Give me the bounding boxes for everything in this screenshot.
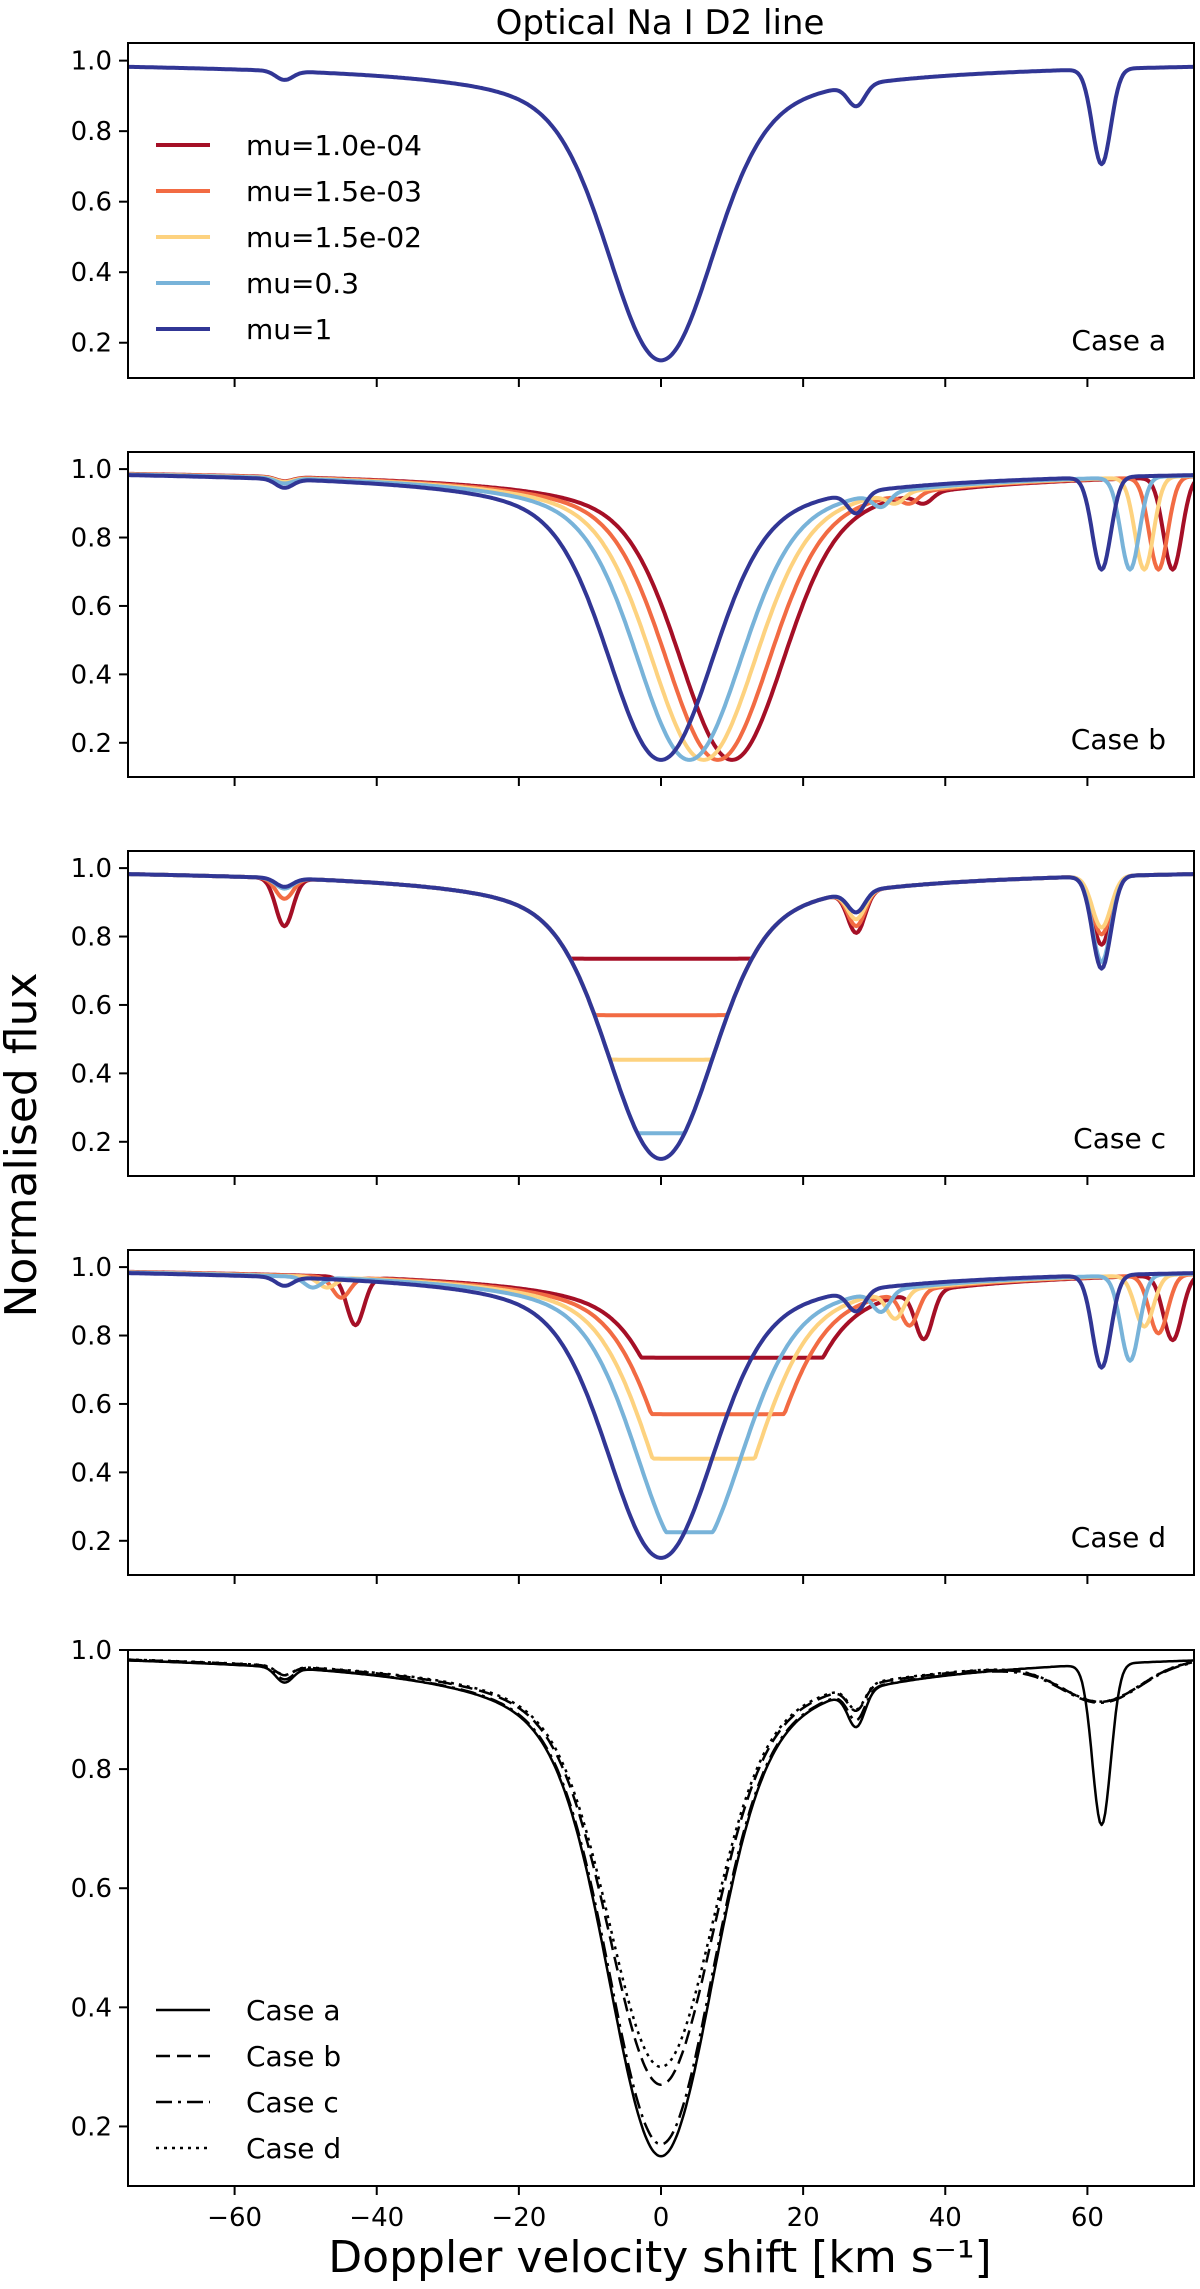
y-tick-label: 0.6 <box>71 1874 112 1904</box>
x-tick-label: 40 <box>929 2203 962 2233</box>
y-tick-label: 0.4 <box>71 1059 112 1089</box>
y-tick-label: 1.0 <box>71 1253 112 1283</box>
y-tick-label: 0.6 <box>71 188 112 218</box>
legend-label: mu=1.0e-04 <box>246 129 422 162</box>
x-tick-label: 0 <box>653 2203 670 2233</box>
x-tick-label: −20 <box>491 2203 546 2233</box>
y-tick-label: 0.2 <box>71 329 112 359</box>
series-group <box>128 1269 1194 1560</box>
legend-label: mu=0.3 <box>246 267 359 300</box>
panel-d: 0.2 0.4 0.6 0.8 1.0 Case d <box>71 1249 1195 1584</box>
panel-c: 0.2 0.4 0.6 0.8 1.0 Case c <box>71 850 1195 1185</box>
series-line-case-b <box>128 1658 1194 2087</box>
case-label: Case c <box>1073 1122 1166 1155</box>
panel-b: 0.2 0.4 0.6 0.8 1.0 Case b <box>71 451 1195 786</box>
series-line-mu-0-3 <box>128 472 1194 762</box>
series-line-mu-1 <box>128 872 1194 1161</box>
legend-label: mu=1.5e-03 <box>246 175 422 208</box>
series-line-mu-1-0e-04 <box>128 471 1194 762</box>
y-tick-label: 1.0 <box>71 854 112 884</box>
x-tick-label: −40 <box>349 2203 404 2233</box>
case-label: Case b <box>1071 723 1166 756</box>
y-tick-label: 1.0 <box>71 47 112 77</box>
y-tick-label: 1.0 <box>71 455 112 485</box>
legend: Case a Case b Case c Case d <box>156 1994 341 2165</box>
series-line-mu-1-5e-02 <box>128 1270 1194 1461</box>
y-tick-label: 0.4 <box>71 660 112 690</box>
y-tick-label: 0.2 <box>71 1527 112 1557</box>
case-label: Case a <box>1071 324 1166 357</box>
y-tick-label: 0.2 <box>71 2112 112 2142</box>
x-tick-label: 60 <box>1071 2203 1104 2233</box>
y-tick-label: 0.8 <box>71 1755 112 1785</box>
y-tick-label: 0.8 <box>71 923 112 953</box>
y-tick-label: 0.6 <box>71 592 112 622</box>
y-tick-label: 0.4 <box>71 1993 112 2023</box>
series-line-case-c <box>128 1659 1194 2146</box>
panels-group: 0.2 0.4 0.6 0.8 1.0 Case a mu=1.0e-04 mu=1.5e-0… <box>71 42 1195 2233</box>
series-line-0 <box>128 64 1194 363</box>
legend-label: mu=1.5e-02 <box>246 221 422 254</box>
y-tick-label: 0.4 <box>71 258 112 288</box>
legend-label: Case a <box>246 1994 341 2027</box>
legend-label: Case d <box>246 2132 341 2165</box>
series-group <box>128 872 1194 1161</box>
figure-title: Optical Na I D2 line <box>496 3 825 43</box>
series-group <box>128 1658 1194 2158</box>
y-tick-label: 0.2 <box>71 729 112 759</box>
series-group <box>128 471 1194 762</box>
y-tick-label: 0.8 <box>71 1322 112 1352</box>
x-tick-label: −60 <box>207 2203 262 2233</box>
series-line-case-a <box>128 1659 1194 2158</box>
series-line-mu-1-5e-02 <box>128 872 1194 1062</box>
y-tick-label: 0.6 <box>71 991 112 1021</box>
y-tick-label: 0.4 <box>71 1458 112 1488</box>
series-line-mu-1-5e-03 <box>128 872 1194 1018</box>
case-label: Case d <box>1071 1521 1166 1554</box>
y-tick-label: 0.8 <box>71 524 112 554</box>
y-tick-label: 0.2 <box>71 1128 112 1158</box>
series-line-mu-1-5e-03 <box>128 1270 1194 1417</box>
legend: mu=1.0e-04 mu=1.5e-03 mu=1.5e-02 mu=0.3 mu=1 <box>156 129 422 346</box>
legend-label: mu=1 <box>246 313 332 346</box>
panel-a: 0.2 0.4 0.6 0.8 1.0 Case a mu=1.0e-04 mu=1.5e-0… <box>71 42 1195 387</box>
y-axis-title: Normalised flux <box>0 973 47 1318</box>
series-group <box>128 64 1194 363</box>
series-line-mu-1 <box>128 1271 1194 1560</box>
y-tick-label: 1.0 <box>71 1636 112 1666</box>
x-axis-title: Doppler velocity shift [km s⁻¹] <box>328 2232 991 2283</box>
series-line-mu-0-3 <box>128 872 1194 1136</box>
series-line-mu-0-3 <box>128 1270 1194 1535</box>
legend-label: Case c <box>246 2086 339 2119</box>
series-line-mu-1-5e-02 <box>128 472 1194 762</box>
y-tick-label: 0.6 <box>71 1390 112 1420</box>
series-line-mu-1-5e-03 <box>128 472 1194 762</box>
legend-label: Case b <box>246 2040 341 2073</box>
series-line-mu-1 <box>128 473 1194 762</box>
x-tick-label: 20 <box>787 2203 820 2233</box>
y-tick-label: 0.8 <box>71 117 112 147</box>
